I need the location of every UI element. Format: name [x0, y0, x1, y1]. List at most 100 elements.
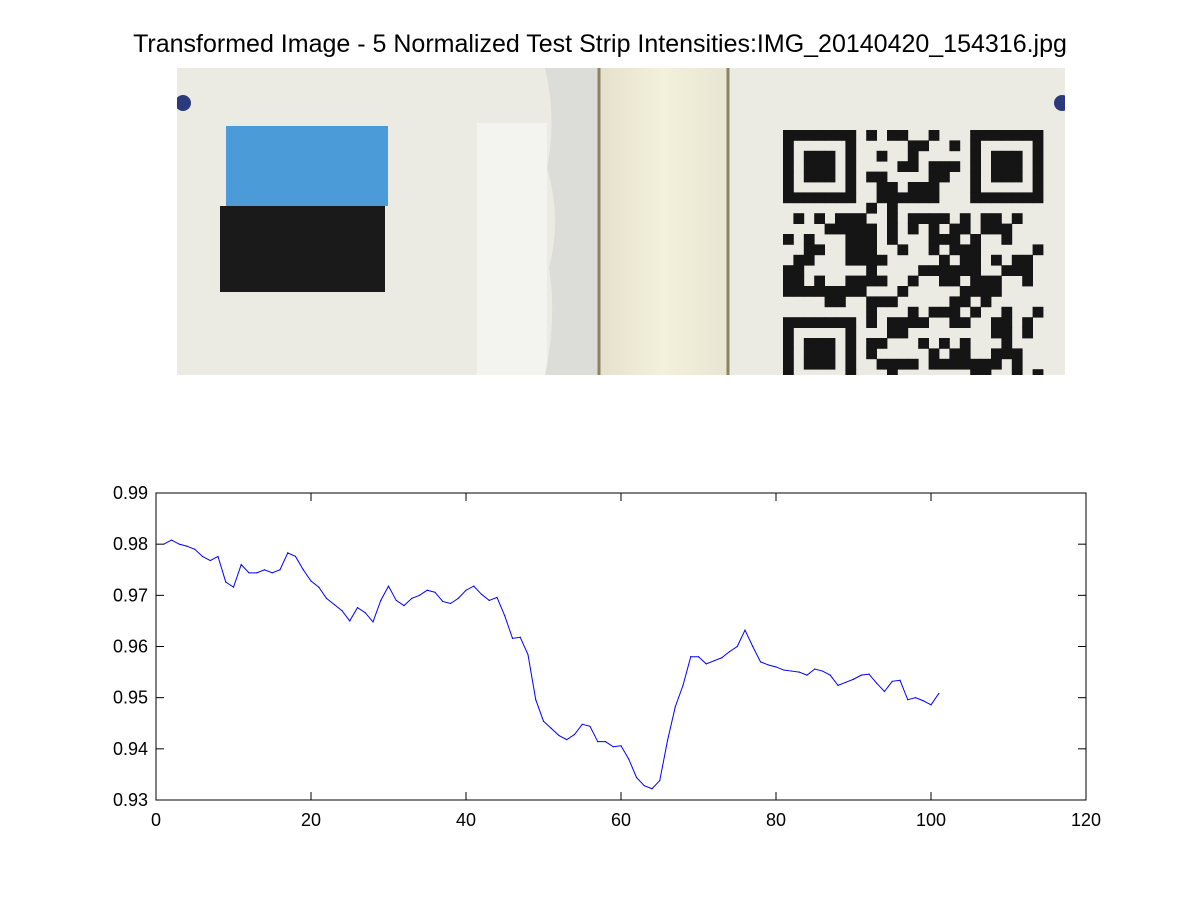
qr-module	[897, 244, 909, 256]
photo-blue-square	[226, 126, 388, 206]
qr-module	[835, 192, 846, 204]
qr-module	[845, 254, 857, 266]
qr-module	[835, 286, 846, 297]
qr-module	[907, 317, 919, 328]
qr-module	[939, 275, 950, 287]
qr-module	[845, 244, 857, 256]
qr-module	[814, 317, 825, 328]
qr-module	[783, 338, 794, 349]
data-point	[256, 572, 258, 574]
qr-module	[991, 150, 1002, 162]
qr-module	[866, 265, 877, 276]
data-point	[356, 607, 359, 609]
qr-module	[803, 286, 815, 297]
qr-module	[835, 223, 846, 235]
data-point	[519, 636, 521, 638]
data-point	[775, 666, 777, 668]
data-point	[364, 612, 366, 614]
qr-module	[907, 140, 919, 152]
qr-module	[866, 275, 877, 287]
qr-module	[1032, 140, 1044, 152]
data-point	[473, 585, 475, 587]
qr-module	[845, 130, 857, 141]
qr-module	[803, 130, 815, 141]
qr-module	[793, 213, 805, 224]
qr-module	[783, 182, 794, 193]
y-tick-label: 0.95	[113, 688, 148, 708]
data-point	[806, 674, 808, 676]
qr-module	[866, 223, 877, 235]
data-point	[434, 591, 436, 593]
qr-module	[959, 254, 971, 266]
qr-module	[928, 348, 940, 360]
qr-module	[1011, 265, 1023, 276]
qr-module	[845, 234, 857, 245]
data-point	[426, 589, 428, 591]
data-point	[418, 594, 421, 596]
data-point	[325, 597, 328, 600]
qr-module	[897, 327, 909, 339]
qr-module	[876, 338, 888, 349]
data-point	[829, 674, 831, 676]
qr-module	[803, 338, 815, 349]
data-point	[403, 604, 405, 607]
qr-module	[907, 213, 919, 224]
qr-module	[928, 234, 940, 245]
data-point	[395, 599, 397, 602]
qr-module	[793, 286, 805, 297]
qr-module	[918, 182, 929, 193]
qr-module	[959, 338, 971, 349]
qr-module	[887, 182, 898, 193]
qr-module	[939, 265, 950, 276]
data-point	[271, 572, 273, 574]
qr-module	[887, 202, 898, 214]
qr-module	[991, 358, 1002, 370]
qr-module	[783, 161, 794, 172]
qr-module	[814, 286, 825, 297]
qr-module	[866, 254, 877, 266]
qr-module	[855, 234, 867, 245]
x-tick-label: 100	[916, 810, 946, 830]
qr-module	[959, 317, 971, 328]
qr-module	[887, 223, 898, 235]
qr-module	[928, 223, 940, 235]
data-point	[496, 596, 498, 598]
qr-module	[970, 192, 981, 204]
photo-paper-right-area	[477, 123, 547, 375]
qr-module	[783, 348, 794, 360]
qr-module	[866, 338, 877, 349]
qr-module	[991, 171, 1002, 183]
qr-module	[803, 348, 815, 360]
data-point	[891, 680, 893, 682]
qr-module	[959, 296, 971, 308]
qr-module	[970, 234, 981, 245]
qr-module	[959, 213, 971, 224]
qr-module	[887, 192, 898, 204]
qr-module	[939, 161, 950, 172]
qr-module	[980, 369, 992, 375]
qr-module	[793, 254, 805, 266]
data-point	[566, 739, 568, 741]
data-point	[938, 692, 940, 695]
data-point	[558, 734, 560, 737]
qr-module	[928, 171, 940, 183]
data-point	[488, 599, 490, 602]
qr-module	[824, 192, 836, 204]
data-point	[783, 669, 785, 671]
x-tick-label: 80	[766, 810, 786, 830]
qr-module	[949, 348, 961, 360]
qr-module	[876, 171, 888, 183]
qr-module	[1001, 161, 1013, 172]
data-point	[449, 602, 452, 605]
data-point	[837, 684, 839, 686]
photo-left-marker-dot	[177, 95, 191, 111]
data-point	[628, 758, 630, 760]
qr-module	[866, 202, 877, 214]
data-point	[201, 555, 204, 558]
qr-module	[783, 369, 794, 375]
y-tick-label: 0.99	[113, 483, 148, 503]
qr-module	[991, 286, 1002, 297]
data-point	[697, 656, 700, 658]
qr-module	[907, 192, 919, 204]
qr-module	[845, 275, 857, 287]
